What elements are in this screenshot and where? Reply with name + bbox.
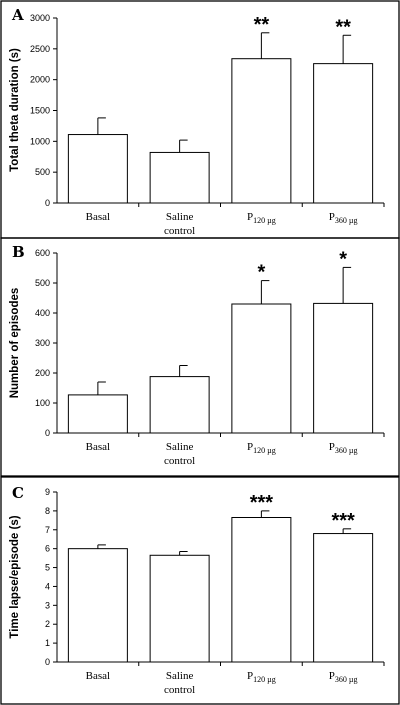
y-axis-label: Total theta duration (s) [9, 48, 21, 172]
y-tick-label: 1000 [30, 136, 50, 146]
x-tick-label: Saline [166, 441, 194, 453]
y-tick-label: 7 [45, 525, 50, 535]
x-tick-label: Saline [166, 211, 194, 223]
y-tick-label: 4 [45, 581, 50, 591]
y-tick-label: 600 [35, 248, 50, 258]
x-tick-label-line2: control [164, 455, 195, 467]
y-tick-label: 2500 [30, 44, 50, 54]
y-tick-label: 100 [35, 398, 50, 408]
y-tick-label: 200 [35, 368, 50, 378]
bar [231, 303, 292, 434]
x-tick-label: Basal [86, 441, 110, 453]
significance-marker: * [257, 262, 265, 284]
y-tick-label: 9 [45, 487, 50, 497]
chart-panel-c: C Time lapse/episode (s) 0 1 2 3 4 5 6 7 8 9 Basal Sa… [0, 476, 400, 705]
y-tick-label: 0 [45, 428, 50, 438]
x-tick-label: P120 µg [247, 441, 276, 455]
y-tick-label: 500 [35, 278, 50, 288]
x-tick-label: Basal [86, 670, 110, 682]
significance-marker: ** [254, 14, 270, 36]
y-tick-label: 2 [45, 619, 50, 629]
significance-marker: *** [331, 510, 355, 532]
y-axis-label: Number of episodes [9, 288, 21, 399]
bar [313, 533, 374, 663]
y-tick-label: 0 [45, 657, 50, 667]
y-tick-label: 6 [45, 544, 50, 554]
panel-letter: C [12, 484, 24, 502]
bar [67, 134, 128, 204]
panel-frame [0, 237, 400, 477]
panel-frame [0, 476, 400, 705]
bar [231, 517, 292, 663]
significance-marker: *** [250, 492, 274, 514]
y-tick-label: 500 [35, 167, 50, 177]
significance-marker: ** [335, 16, 351, 38]
panel-letter: B [12, 243, 25, 261]
x-tick-label: Basal [86, 211, 110, 223]
x-tick-label: P360 µg [329, 211, 358, 225]
x-tick-label: Saline [166, 670, 194, 682]
bar [313, 63, 374, 204]
y-tick-label: 2000 [30, 75, 50, 85]
y-tick-label: 1 [45, 638, 50, 648]
bar [149, 151, 210, 204]
bar [231, 58, 292, 204]
y-tick-label: 1500 [30, 106, 50, 116]
bar [67, 548, 128, 663]
y-tick-label: 400 [35, 308, 50, 318]
bar [149, 376, 210, 434]
chart-panel-b: B Number of episodes 0 100 200 300 400 500 600 Ba… [0, 237, 400, 477]
x-tick-label-line2: control [164, 225, 195, 237]
significance-marker: * [339, 248, 347, 270]
panel-letter: A [11, 6, 24, 24]
x-tick-label: P360 µg [329, 441, 358, 455]
bar [313, 302, 374, 434]
bar [67, 394, 128, 434]
x-tick-label: P120 µg [247, 211, 276, 225]
x-tick-label: P360 µg [329, 670, 358, 684]
chart-panel-a: A Total theta duration (s) 0 500 1000 1500 200… [0, 0, 400, 239]
y-tick-label: 3000 [30, 13, 50, 23]
y-tick-label: 300 [35, 338, 50, 348]
y-tick-label: 5 [45, 563, 50, 573]
y-tick-label: 0 [45, 198, 50, 208]
y-tick-label: 3 [45, 600, 50, 610]
x-tick-label-line2: control [164, 684, 195, 696]
y-axis-label: Time lapse/episode (s) [9, 515, 21, 638]
y-tick-label: 8 [45, 506, 50, 516]
x-tick-label: P120 µg [247, 670, 276, 684]
bar [149, 554, 210, 663]
